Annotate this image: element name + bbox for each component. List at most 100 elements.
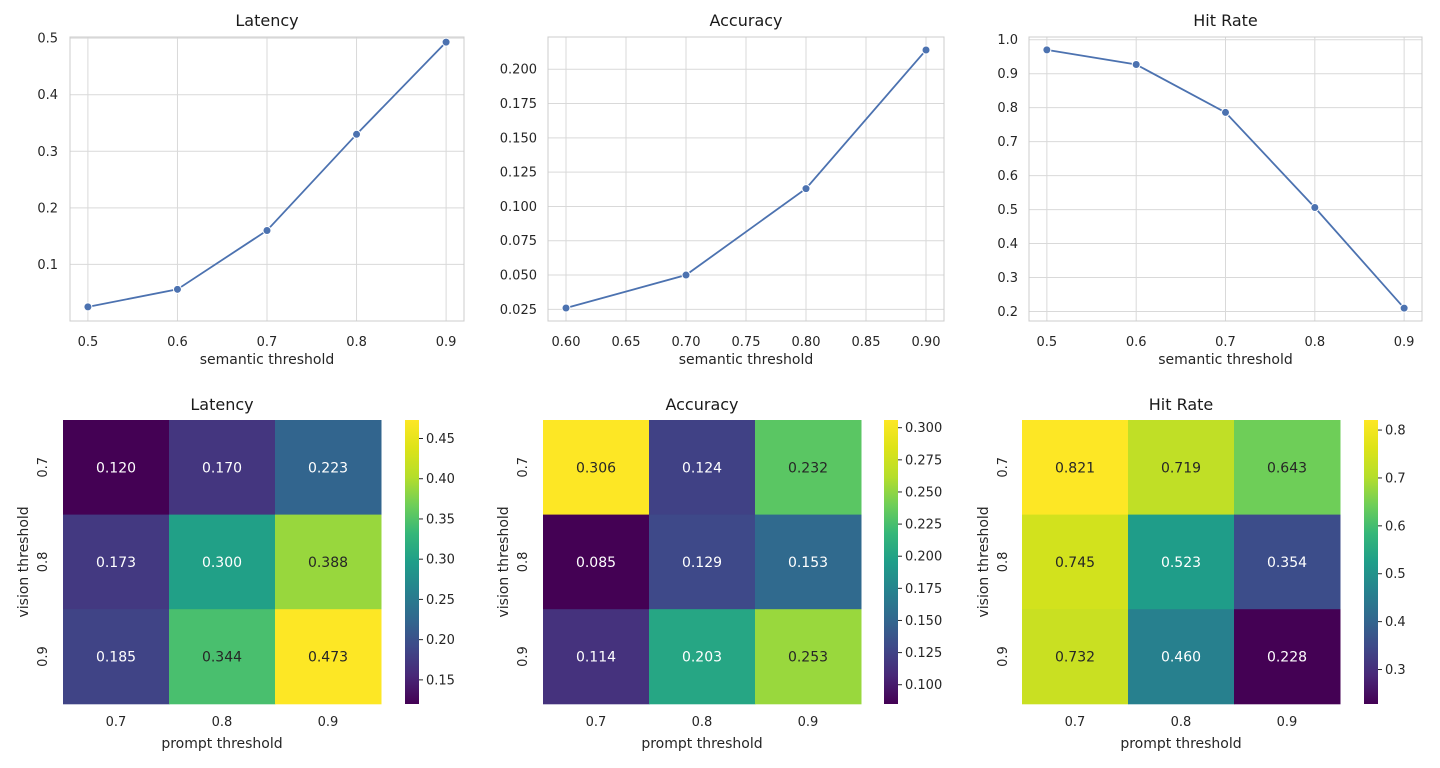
x-tick-label: 0.8 <box>692 715 713 730</box>
colorbar-tick-label: 0.3 <box>1385 663 1406 678</box>
y-tick-label: 0.7 <box>36 457 51 478</box>
colorbar-tick-label: 0.200 <box>905 550 942 565</box>
cell-value-label: 0.170 <box>202 460 242 476</box>
colorbar-tick-label: 0.150 <box>905 614 942 629</box>
heatmap-cell <box>169 609 276 705</box>
line-chart-2: 0.60 0.65 0.70 0.75 0.80 0.85 0.90 0.025 0.050 0.… <box>500 11 945 368</box>
cell-value-label: 0.085 <box>576 555 616 571</box>
x-axis-label: prompt threshold <box>161 736 282 752</box>
chart-title: Accuracy <box>709 11 782 30</box>
chart-title: Hit Rate <box>1193 11 1258 30</box>
plot-frame <box>1028 36 1423 322</box>
colorbar-tick-label: 0.6 <box>1385 519 1406 534</box>
heatmap-cell <box>169 420 276 516</box>
heatmap-3: 0.821 0.719 0.643 0.745 0.523 0.354 0.732 0.460… <box>976 395 1406 752</box>
data-point <box>1131 60 1141 70</box>
chart-title: Accuracy <box>665 395 738 414</box>
x-tick-label: 0.5 <box>1037 335 1058 350</box>
colorbar-tick-label: 0.100 <box>905 678 942 693</box>
y-tick-label: 0.8 <box>516 552 531 573</box>
colorbar-tick-label: 0.35 <box>426 512 455 527</box>
colorbar-tick-label: 0.45 <box>426 432 455 447</box>
colorbar-tick-label: 0.25 <box>426 593 455 608</box>
x-axis-label: prompt threshold <box>1120 736 1241 752</box>
x-tick-label: 0.8 <box>212 715 233 730</box>
x-tick-label: 0.7 <box>1215 335 1236 350</box>
y-tick-label: 0.8 <box>996 552 1011 573</box>
x-tick-label: 0.9 <box>1394 335 1415 350</box>
y-tick-label: 0.9 <box>36 646 51 667</box>
x-tick-label: 0.8 <box>1171 715 1192 730</box>
cell-value-label: 0.719 <box>1161 460 1201 476</box>
heatmap-cell <box>1128 609 1235 705</box>
colorbar-tick-label: 0.125 <box>905 646 942 661</box>
y-tick-label: 0.175 <box>500 97 537 112</box>
colorbar <box>884 420 898 704</box>
heatmap-cell <box>63 514 170 610</box>
colorbar-tick-label: 0.5 <box>1385 567 1406 582</box>
heatmap-cell <box>275 609 382 705</box>
x-tick-label: 0.5 <box>78 335 99 350</box>
heatmap-cell <box>63 420 170 516</box>
x-tick-label: 0.7 <box>586 715 607 730</box>
heatmap-cell <box>649 514 756 610</box>
x-tick-label: 0.60 <box>552 335 581 350</box>
x-tick-label: 0.85 <box>852 335 881 350</box>
heatmap-cell <box>275 420 382 516</box>
cell-value-label: 0.354 <box>1267 555 1307 571</box>
data-point <box>681 270 691 280</box>
x-tick-label: 0.7 <box>257 335 278 350</box>
data-point <box>1042 45 1052 55</box>
y-tick-label: 0.4 <box>997 237 1018 252</box>
colorbar-tick-label: 0.40 <box>426 472 455 487</box>
cell-value-label: 0.745 <box>1055 555 1095 571</box>
y-tick-label: 0.3 <box>37 145 58 160</box>
heatmap-cell <box>649 609 756 705</box>
x-tick-label: 0.90 <box>912 335 941 350</box>
data-point <box>352 129 362 139</box>
heatmap-cell <box>1234 609 1341 705</box>
y-tick-label: 0.1 <box>37 258 58 273</box>
colorbar-tick-label: 0.30 <box>426 553 455 568</box>
y-tick-label: 0.8 <box>997 101 1018 116</box>
x-tick-label: 0.9 <box>1277 715 1298 730</box>
cell-value-label: 0.253 <box>788 650 828 666</box>
x-tick-label: 0.9 <box>798 715 819 730</box>
cell-value-label: 0.203 <box>682 650 722 666</box>
heatmap-2: 0.306 0.124 0.232 0.085 0.129 0.153 0.114 0.203… <box>496 395 942 752</box>
series-line <box>565 49 927 309</box>
y-tick-label: 0.100 <box>500 200 537 215</box>
cell-value-label: 0.232 <box>788 460 828 476</box>
cell-value-label: 0.821 <box>1055 460 1095 476</box>
x-axis-label: semantic threshold <box>679 352 813 368</box>
y-tick-label: 0.4 <box>37 88 58 103</box>
heatmap-cell <box>275 514 382 610</box>
heatmap-1: 0.120 0.170 0.223 0.173 0.300 0.388 0.185 0.344… <box>16 395 455 752</box>
x-tick-label: 0.7 <box>1065 715 1086 730</box>
y-tick-label: 0.5 <box>997 203 1018 218</box>
chart-title: Hit Rate <box>1149 395 1214 414</box>
colorbar-tick-label: 0.275 <box>905 453 942 468</box>
cell-value-label: 0.173 <box>96 555 136 571</box>
cell-value-label: 0.153 <box>788 555 828 571</box>
chart-title: Latency <box>235 11 298 30</box>
colorbar-tick-label: 0.175 <box>905 582 942 597</box>
data-point <box>441 37 451 47</box>
colorbar-tick-label: 0.7 <box>1385 471 1406 486</box>
heatmap-cell <box>1234 420 1341 516</box>
y-tick-label: 0.9 <box>997 67 1018 82</box>
y-axis-label: vision threshold <box>16 506 32 617</box>
cell-value-label: 0.460 <box>1161 650 1201 666</box>
cell-value-label: 0.643 <box>1267 460 1307 476</box>
y-tick-label: 0.5 <box>37 32 58 47</box>
y-tick-label: 0.9 <box>996 646 1011 667</box>
cell-value-label: 0.344 <box>202 650 242 666</box>
cell-value-label: 0.732 <box>1055 650 1095 666</box>
cell-value-label: 0.120 <box>96 460 136 476</box>
colorbar-tick-label: 0.20 <box>426 633 455 648</box>
x-axis-label: semantic threshold <box>1158 352 1292 368</box>
y-tick-label: 0.125 <box>500 166 537 181</box>
x-tick-label: 0.9 <box>436 335 457 350</box>
y-tick-label: 0.7 <box>996 457 1011 478</box>
data-point <box>561 303 571 313</box>
